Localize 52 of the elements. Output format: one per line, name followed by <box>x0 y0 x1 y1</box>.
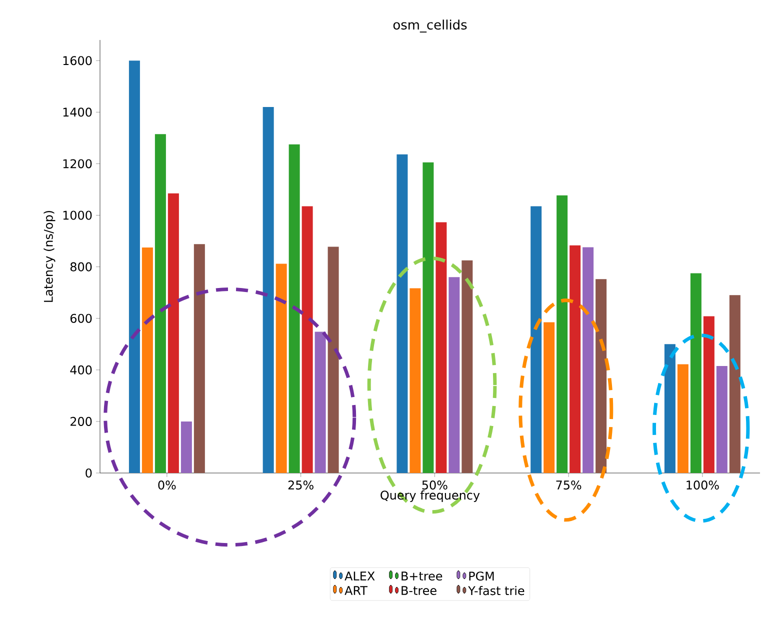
bar <box>448 277 460 473</box>
bar <box>142 247 153 473</box>
bar <box>410 288 421 473</box>
bar <box>729 295 740 473</box>
bar <box>462 260 473 473</box>
chart-title: osm_cellids <box>393 20 467 33</box>
bar <box>288 144 300 473</box>
bar <box>168 193 179 473</box>
y-tick-label: 1400 <box>63 108 92 117</box>
y-tick-label: 800 <box>70 262 92 272</box>
bar <box>582 247 594 473</box>
legend-label: Y-fast trie <box>468 586 524 596</box>
bar <box>396 154 408 473</box>
x-tick-label: 0% <box>158 480 176 490</box>
bar <box>154 134 166 473</box>
y-tick-label: 1600 <box>63 56 92 66</box>
bar <box>716 366 728 473</box>
x-tick-label: 100% <box>686 480 719 490</box>
bar <box>677 364 688 473</box>
legend-label: B-tree <box>402 586 436 596</box>
y-axis-title: Latency (ns/op) <box>44 210 56 302</box>
y-tick-label: 600 <box>70 314 92 323</box>
bar <box>328 246 339 473</box>
bar <box>556 195 568 473</box>
bar <box>314 332 326 473</box>
y-tick-label: 400 <box>70 365 92 374</box>
bar <box>422 162 434 473</box>
y-tick-label: 1000 <box>63 210 92 220</box>
legend-label: ART <box>344 586 368 595</box>
bar <box>194 244 205 473</box>
y-tick-label: 1200 <box>63 159 92 168</box>
legend-label: B+tree <box>402 572 442 581</box>
bar <box>596 279 607 473</box>
legend-label: PGM <box>469 572 494 581</box>
bar <box>262 107 274 473</box>
x-tick-label: 75% <box>556 480 582 490</box>
bar <box>570 245 581 473</box>
y-tick-label: 0 <box>86 468 92 478</box>
x-tick-label: 50% <box>422 480 448 490</box>
y-tick-label: 200 <box>70 416 92 426</box>
bar <box>436 222 447 473</box>
bar <box>180 421 192 473</box>
x-tick-label: 25% <box>288 480 314 490</box>
bar <box>276 264 287 473</box>
bar <box>128 60 140 473</box>
bar <box>690 273 702 473</box>
bar <box>703 316 714 473</box>
legend-label: ALEX <box>344 572 375 580</box>
bar <box>302 206 313 473</box>
bar <box>544 322 555 473</box>
bar <box>530 206 542 473</box>
bar <box>664 344 676 473</box>
